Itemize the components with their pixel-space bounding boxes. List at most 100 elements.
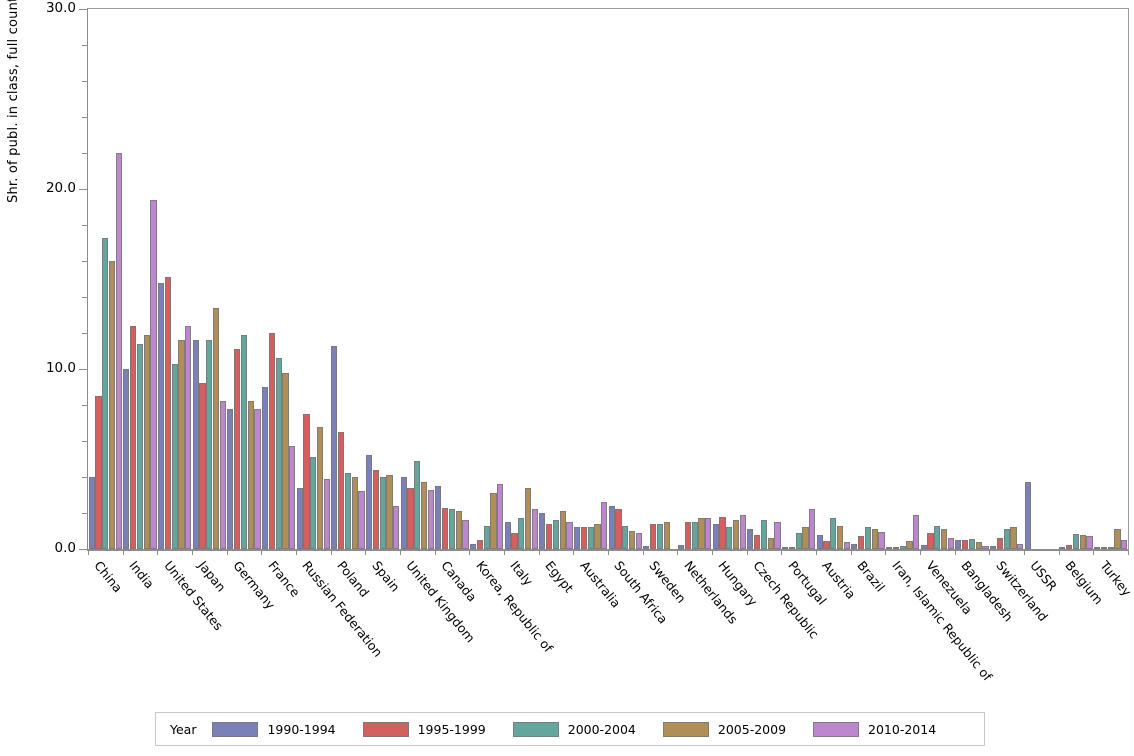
bar[interactable] — [587, 527, 594, 549]
bar[interactable] — [525, 487, 532, 549]
bar[interactable] — [851, 543, 858, 549]
bar[interactable] — [227, 408, 234, 549]
bar[interactable] — [157, 282, 165, 549]
bar[interactable] — [331, 345, 338, 549]
bar[interactable] — [878, 531, 885, 549]
bar[interactable] — [1003, 529, 1010, 549]
bar[interactable] — [254, 408, 261, 549]
bar[interactable] — [150, 199, 157, 549]
bar[interactable] — [871, 529, 878, 549]
bar[interactable] — [955, 540, 962, 549]
bar[interactable] — [511, 532, 518, 549]
bar[interactable] — [767, 538, 774, 549]
bar[interactable] — [192, 340, 199, 549]
bar[interactable] — [781, 547, 789, 549]
bar[interactable] — [719, 516, 726, 549]
bar[interactable] — [698, 518, 705, 549]
bar[interactable] — [199, 383, 206, 549]
bar[interactable] — [975, 541, 982, 549]
bar[interactable] — [934, 525, 941, 549]
bar[interactable] — [643, 546, 650, 549]
bar[interactable] — [754, 534, 761, 549]
bar[interactable] — [400, 477, 407, 549]
bar[interactable] — [240, 334, 248, 549]
bar[interactable] — [823, 540, 830, 549]
bar[interactable] — [809, 509, 816, 549]
bar[interactable] — [289, 446, 296, 549]
bar[interactable] — [712, 523, 719, 549]
bar[interactable] — [899, 546, 906, 549]
bar[interactable] — [275, 358, 282, 549]
legend-item[interactable]: 2000-2004 — [512, 721, 636, 737]
bar[interactable] — [539, 513, 546, 549]
bar[interactable] — [830, 518, 837, 549]
bar[interactable] — [816, 534, 823, 549]
bar[interactable] — [247, 401, 254, 549]
legend-item[interactable]: 1995-1999 — [362, 721, 486, 737]
bar[interactable] — [906, 540, 913, 549]
bar[interactable] — [552, 520, 560, 549]
bar[interactable] — [982, 546, 989, 549]
bar[interactable] — [234, 349, 241, 549]
bar[interactable] — [282, 372, 289, 549]
bar[interactable] — [650, 523, 657, 549]
bar[interactable] — [414, 460, 421, 549]
bar[interactable] — [427, 489, 434, 549]
bar[interactable] — [1024, 482, 1031, 549]
bar[interactable] — [323, 478, 330, 549]
bar[interactable] — [996, 538, 1003, 549]
bar[interactable] — [531, 509, 538, 549]
bar[interactable] — [608, 505, 615, 549]
bar[interactable] — [143, 334, 150, 549]
bar[interactable] — [559, 511, 566, 549]
bar[interactable] — [546, 523, 553, 549]
bar[interactable] — [1059, 547, 1066, 549]
bar[interactable] — [123, 369, 130, 549]
bar[interactable] — [372, 469, 379, 549]
bar[interactable] — [1066, 544, 1073, 549]
bar[interactable] — [1107, 547, 1114, 549]
bar[interactable] — [892, 547, 899, 549]
bar[interactable] — [1017, 543, 1024, 549]
bar[interactable] — [601, 502, 608, 549]
bar[interactable] — [109, 261, 116, 549]
bar[interactable] — [629, 531, 636, 549]
legend-item[interactable]: 2005-2009 — [662, 721, 786, 737]
legend-item[interactable]: 1990-1994 — [212, 721, 336, 737]
bar[interactable] — [795, 532, 802, 549]
bar[interactable] — [739, 514, 746, 549]
bar[interactable] — [802, 527, 809, 549]
bar[interactable] — [268, 333, 275, 549]
bar[interactable] — [677, 545, 685, 549]
bar[interactable] — [490, 493, 497, 549]
bar[interactable] — [421, 482, 428, 549]
bar[interactable] — [837, 525, 844, 549]
bar[interactable] — [1114, 529, 1121, 549]
bar[interactable] — [164, 277, 171, 549]
bar[interactable] — [219, 401, 226, 549]
bar[interactable] — [407, 487, 414, 549]
bar[interactable] — [774, 522, 781, 549]
bar[interactable] — [760, 520, 768, 549]
bar[interactable] — [1079, 534, 1086, 549]
bar[interactable] — [705, 518, 712, 549]
bar[interactable] — [566, 522, 573, 549]
legend-item[interactable]: 2010-2014 — [813, 721, 936, 737]
bar[interactable] — [358, 491, 365, 549]
bar[interactable] — [386, 475, 393, 549]
bar[interactable] — [115, 153, 122, 549]
bar[interactable] — [913, 514, 920, 549]
bar[interactable] — [622, 525, 629, 549]
bar[interactable] — [303, 414, 310, 549]
bar[interactable] — [442, 507, 449, 549]
bar[interactable] — [858, 535, 865, 549]
bar[interactable] — [968, 539, 976, 549]
bar[interactable] — [171, 363, 178, 549]
bar[interactable] — [941, 529, 948, 549]
bar[interactable] — [843, 541, 850, 549]
bar[interactable] — [130, 325, 137, 549]
bar[interactable] — [580, 527, 587, 549]
bar[interactable] — [989, 546, 997, 549]
bar[interactable] — [462, 520, 469, 549]
bar[interactable] — [483, 525, 490, 549]
